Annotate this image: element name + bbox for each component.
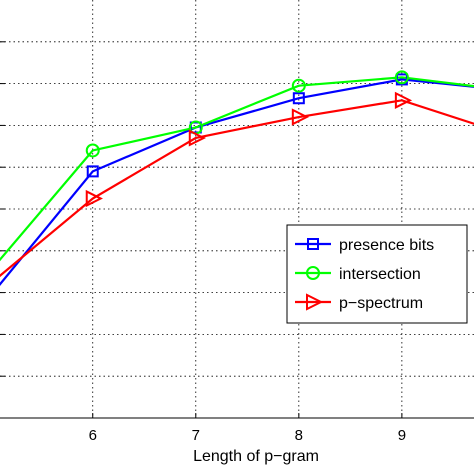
grid-lines [0, 0, 474, 418]
legend-marker-0 [307, 238, 319, 250]
legend-marker-1 [306, 266, 320, 280]
data-point-2 [291, 108, 310, 126]
data-point-1 [291, 78, 306, 93]
legend-entry-2: p−spectrum [339, 295, 423, 312]
x-tick-label: 6 [89, 427, 97, 444]
data-point-0 [292, 92, 305, 105]
series-lines [0, 76, 474, 286]
x-tick-label: 7 [192, 427, 200, 444]
legend: presence bits intersection p−spectrum [286, 224, 468, 324]
legend-entry-0: presence bits [339, 237, 434, 254]
x-axis-label: Length of p−gram [193, 448, 319, 465]
data-point-2 [85, 189, 103, 208]
series-line-2 [0, 99, 474, 278]
x-tick-label: 9 [398, 427, 406, 444]
legend-marker-2 [306, 293, 324, 311]
axes [0, 41, 474, 419]
series-line-0 [0, 78, 474, 286]
series-markers [85, 70, 413, 208]
data-point-0 [86, 165, 99, 178]
data-point-1 [85, 143, 100, 158]
series-line-1 [0, 76, 474, 262]
data-point-2 [188, 129, 207, 147]
x-tick-labels: 6 7 8 9 [89, 427, 406, 444]
data-point-1 [394, 70, 409, 85]
data-point-2 [394, 91, 413, 109]
legend-entry-1: intersection [339, 266, 421, 283]
x-tick-label: 8 [295, 427, 303, 444]
